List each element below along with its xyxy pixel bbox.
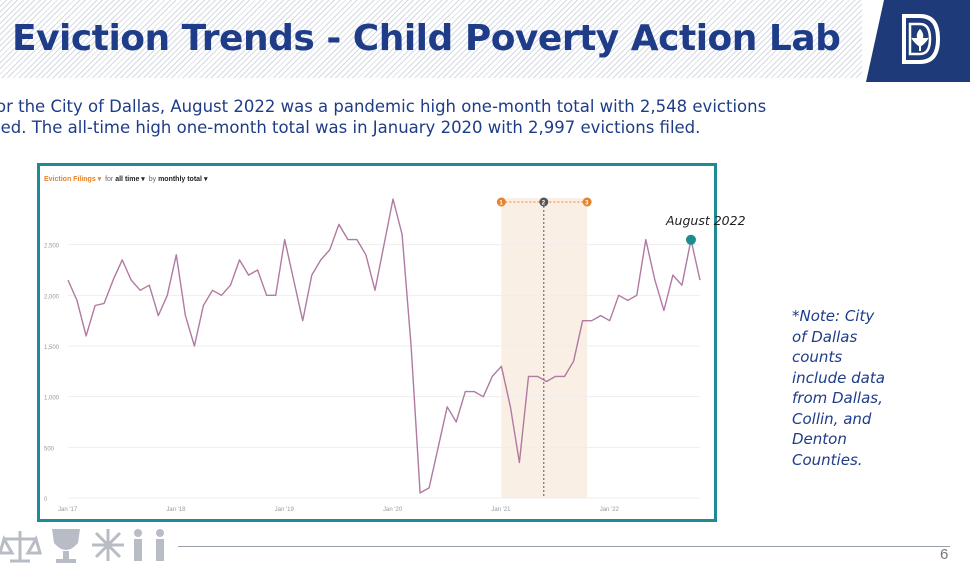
y-tick-label: 0 (44, 497, 48, 503)
by-label: by (148, 176, 157, 183)
highlight-point (685, 234, 696, 245)
period-selector[interactable]: all time ▾ (115, 176, 145, 183)
marker-label: 3 (585, 201, 589, 207)
trophy-icon (52, 529, 80, 563)
x-tick-label: Jan '18 (166, 507, 186, 513)
y-tick-label: 1,000 (44, 396, 60, 402)
eviction-line-chart: 0 500 1,000 1,500 2,000 2,500 Jan '17 Jan '18 Ja… (44, 197, 701, 513)
marker-1 (496, 197, 506, 207)
marker-3 (582, 197, 592, 207)
marker-label: 2 (542, 201, 546, 207)
scales-icon (0, 531, 42, 563)
snowflake-icon (92, 529, 124, 561)
summary-line-2: led. The all-time high one-month total w… (0, 118, 701, 137)
page-number: 6 (940, 546, 949, 563)
footer-icons (0, 529, 164, 563)
summary-text: or the City of Dallas, August 2022 was a… (0, 96, 876, 138)
highlight-annotation: August 2022 (666, 213, 746, 228)
summary-line-1: or the City of Dallas, August 2022 was a… (0, 97, 767, 116)
title-bar: Eviction Trends - Child Poverty Action L… (0, 0, 862, 78)
x-tick-label: Jan '17 (58, 507, 78, 513)
x-tick-label: Jan '22 (600, 507, 620, 513)
note-text: *Note: City of Dallas counts include dat… (792, 307, 885, 469)
for-label: for (105, 176, 114, 183)
x-tick-label: Jan '20 (383, 507, 403, 513)
dallas-logo-icon (902, 14, 941, 64)
metric-selector[interactable]: Eviction Filings ▾ (44, 176, 102, 183)
y-tick-label: 2,000 (44, 294, 60, 300)
y-tick-label: 1,500 (44, 345, 60, 351)
x-tick-label: Jan '21 (491, 507, 511, 513)
marker-2 (539, 197, 549, 207)
series-line (67, 198, 701, 494)
x-tick-label: Jan '19 (275, 507, 295, 513)
chart-frame: Eviction Filings ▾ for all time ▾ by mon… (37, 163, 717, 522)
chart-controls: Eviction Filings ▾ for all time ▾ by mon… (44, 175, 207, 183)
y-tick-label: 2,500 (44, 244, 60, 250)
people-icon (134, 529, 164, 561)
metric-label: Eviction Filings (44, 176, 96, 183)
period-label: all time (115, 176, 140, 183)
y-tick-label: 500 (44, 446, 55, 452)
aggregation-selector[interactable]: monthly total ▾ (158, 176, 208, 183)
marker-label: 1 (499, 201, 503, 207)
page-title: Eviction Trends - Child Poverty Action L… (12, 18, 841, 59)
aggregation-label: monthly total (158, 176, 203, 183)
footer-divider (178, 546, 950, 547)
